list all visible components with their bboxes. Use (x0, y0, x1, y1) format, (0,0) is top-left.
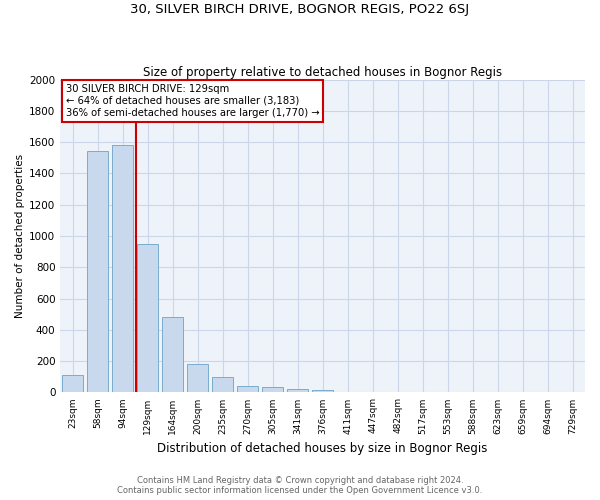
Bar (187, 364, 208, 392)
Text: 30, SILVER BIRCH DRIVE, BOGNOR REGIS, PO22 6SJ: 30, SILVER BIRCH DRIVE, BOGNOR REGIS, PO… (130, 2, 470, 16)
Bar (237, 386, 258, 392)
Text: Contains HM Land Registry data © Crown copyright and database right 2024.
Contai: Contains HM Land Registry data © Crown c… (118, 476, 482, 495)
Text: 30 SILVER BIRCH DRIVE: 129sqm
← 64% of detached houses are smaller (3,183)
36% o: 30 SILVER BIRCH DRIVE: 129sqm ← 64% of d… (65, 84, 319, 117)
Bar (312, 390, 333, 392)
Bar (287, 390, 308, 392)
X-axis label: Distribution of detached houses by size in Bognor Regis: Distribution of detached houses by size … (157, 442, 488, 455)
Bar (212, 377, 233, 392)
Bar (162, 318, 184, 392)
Title: Size of property relative to detached houses in Bognor Regis: Size of property relative to detached ho… (143, 66, 502, 78)
Bar (87, 151, 109, 392)
Bar (262, 387, 283, 392)
Bar (62, 375, 83, 392)
Bar (112, 146, 133, 392)
Bar (137, 244, 158, 392)
Y-axis label: Number of detached properties: Number of detached properties (15, 154, 25, 318)
